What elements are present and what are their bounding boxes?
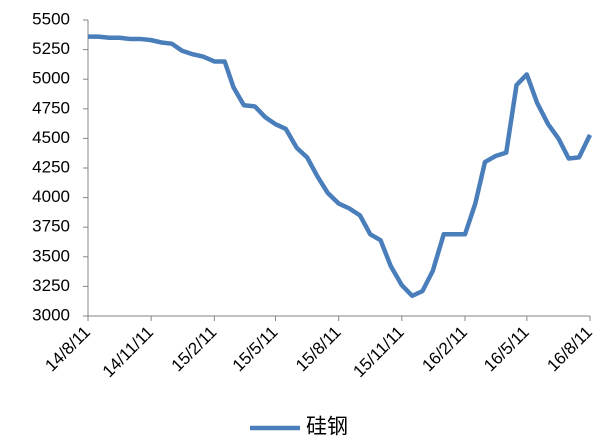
x-tick-label: 16/8/11 — [543, 323, 596, 376]
x-tick-label: 16/5/11 — [480, 323, 533, 376]
legend-label: 硅钢 — [306, 416, 348, 439]
y-tick-label: 3750 — [32, 217, 70, 236]
y-tick-label: 5000 — [32, 69, 70, 88]
x-tick-label: 15/5/11 — [229, 323, 282, 376]
y-tick-label: 4250 — [32, 157, 70, 176]
x-tick-label: 15/2/11 — [168, 323, 221, 376]
y-tick-label: 3000 — [32, 305, 70, 324]
line — [88, 34, 593, 299]
x-tick-label: 15/11/11 — [349, 323, 407, 381]
x-tick-label: 14/11/11 — [99, 323, 157, 381]
x-tick-label: 14/8/11 — [41, 323, 94, 376]
x-tick-label: 16/2/11 — [418, 323, 471, 376]
y-tick-label: 5250 — [32, 39, 70, 58]
y-tick-label: 5500 — [32, 9, 70, 28]
y-tick-label: 4750 — [32, 98, 70, 117]
y-tick-label: 4000 — [32, 187, 70, 206]
y-tick-label: 3500 — [32, 246, 70, 265]
x-tick-label: 15/8/11 — [292, 323, 345, 376]
y-tick-label: 3250 — [32, 276, 70, 295]
y-tick-label: 4500 — [32, 128, 70, 147]
